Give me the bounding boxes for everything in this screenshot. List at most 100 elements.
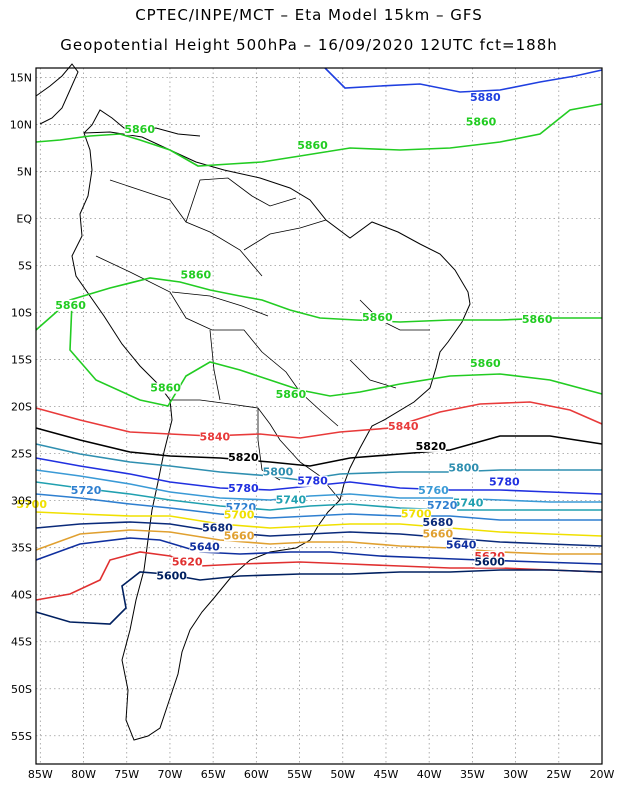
contour-label-background	[202, 522, 233, 534]
contour-label-background	[189, 541, 220, 553]
contour-label-background	[16, 499, 47, 511]
contour-label: 5860	[522, 313, 553, 326]
latitude-label: 35S	[11, 542, 32, 555]
contour-label-background	[474, 550, 505, 562]
contour-label: 5780	[297, 475, 328, 488]
contour-5820	[35, 427, 603, 467]
longitude-label: 75W	[114, 768, 139, 781]
contour-label: 5660	[224, 529, 255, 542]
contour-labels: 5880 5860 5860 5860 5860 5860 5860 5860 5860 5860…	[16, 91, 552, 583]
latitude-label: 15S	[11, 354, 32, 367]
longitude-label: 45W	[374, 768, 399, 781]
contour-label-background	[224, 530, 255, 542]
graticule-grid	[36, 68, 603, 764]
contour-5760	[35, 469, 602, 503]
contour-label: 5860	[181, 269, 212, 282]
contour-label: 5800	[448, 462, 479, 475]
longitude-label: 35W	[460, 768, 485, 781]
contour-label-background	[275, 389, 306, 401]
contour-label: 5740	[453, 496, 484, 509]
contour-label-background	[422, 528, 453, 540]
contour-label-background	[262, 466, 293, 478]
contour-label: 5700	[16, 498, 47, 511]
contour-label-background	[172, 556, 203, 568]
contour-label: 5780	[489, 476, 520, 489]
contour-label-background	[489, 476, 520, 488]
caribbean-coast	[83, 109, 201, 137]
south-america-coastline	[71, 131, 471, 741]
contour-label: 5680	[423, 516, 454, 529]
longitude-label: 55W	[287, 768, 312, 781]
contour-label-background	[448, 462, 479, 474]
contour-label: 5860	[150, 382, 181, 395]
contour-label: 5600	[156, 570, 187, 583]
contour-label-background	[55, 299, 86, 311]
contour-label: 5720	[427, 499, 458, 512]
latitude-label: 50S	[11, 683, 32, 696]
contour-label-background	[401, 508, 432, 520]
contour-label: 5860	[362, 311, 393, 324]
contour-5720	[35, 493, 602, 521]
contour-label-background	[446, 539, 477, 551]
latitude-label: 15N	[10, 71, 32, 84]
contour-label-background	[453, 497, 484, 509]
contour-label-background	[228, 483, 259, 495]
contour-label: 5640	[446, 539, 477, 552]
contour-label-background	[180, 269, 211, 281]
axis-labels: 15N 10N 5N EQ 5S 10S 15S 20S 25S 30S 35S 40S 45S 50S 5…	[10, 71, 615, 781]
latitude-label: 40S	[11, 589, 32, 602]
latitude-label: 20S	[11, 401, 32, 414]
longitude-label: 85W	[28, 768, 53, 781]
contour-label-background	[199, 431, 230, 443]
contour-label-background	[150, 382, 181, 394]
contour-label-background	[224, 509, 255, 521]
contour-label: 5720	[71, 484, 102, 497]
central-america-coastline	[35, 63, 79, 125]
latitude-label: 10S	[11, 307, 32, 320]
contour-5700	[35, 511, 603, 537]
contour-label-background	[422, 517, 453, 529]
contour-label-background	[275, 494, 306, 506]
contour-label-background	[71, 485, 102, 497]
contour-5880	[324, 67, 603, 93]
contour-label-background	[156, 570, 187, 582]
contour-label: 5860	[297, 139, 328, 152]
map-frame	[35, 67, 603, 765]
longitude-label: 80W	[71, 768, 96, 781]
contour-5620	[35, 551, 603, 601]
contour-label: 5820	[228, 451, 259, 464]
coastlines-borders	[35, 63, 471, 741]
latitude-label: 55S	[11, 730, 32, 743]
contour-label-background	[522, 313, 553, 325]
contour-label: 5660	[423, 527, 454, 540]
contour-label-background	[474, 556, 505, 568]
longitude-label: 40W	[417, 768, 442, 781]
latitude-label: 25S	[11, 448, 32, 461]
contour-label-background	[297, 475, 328, 487]
contour-label: 5860	[466, 115, 497, 128]
longitude-label: 20W	[590, 768, 615, 781]
contour-label-background	[470, 358, 501, 370]
longitude-label: 65W	[201, 768, 226, 781]
contour-label: 5860	[124, 123, 155, 136]
contour-label: 5700	[224, 509, 255, 522]
contour-label: 5640	[189, 541, 220, 554]
latitude-label: 5N	[17, 165, 32, 178]
longitude-label: 30W	[503, 768, 528, 781]
contour-label-background	[297, 139, 328, 151]
contour-5740	[35, 481, 602, 511]
contour-label: 5860	[55, 299, 86, 312]
contour-label: 5740	[276, 494, 307, 507]
contour-label: 5620	[172, 556, 203, 569]
country-borders	[95, 177, 430, 501]
contour-label: 5820	[416, 440, 447, 453]
contour-label: 5840	[200, 431, 231, 444]
contour-label-background	[124, 123, 155, 135]
contour-label-background	[415, 440, 446, 452]
contour-label-background	[388, 421, 419, 433]
contour-label-background	[225, 502, 256, 514]
contour-label-background	[228, 452, 259, 464]
contour-5600	[35, 569, 603, 625]
contour-label: 5800	[263, 465, 294, 478]
